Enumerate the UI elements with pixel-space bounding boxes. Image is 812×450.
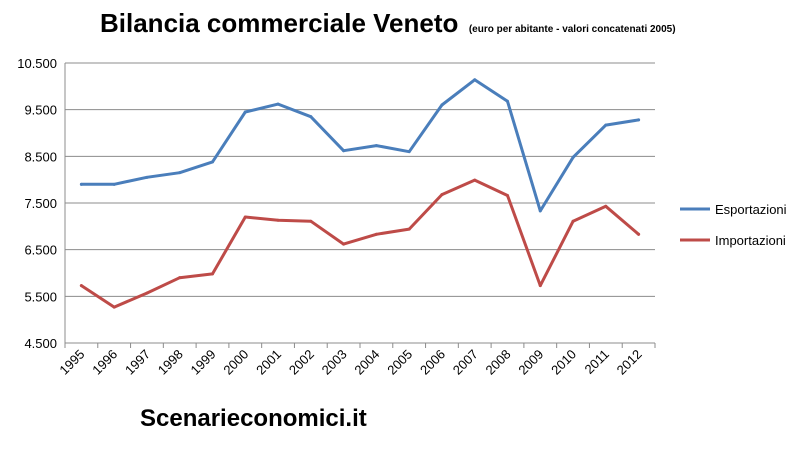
legend-label: Importazioni	[715, 233, 786, 248]
x-tick-label: 2004	[351, 347, 382, 378]
data-point	[440, 193, 444, 197]
title-block: Bilancia commerciale Veneto (euro per ab…	[100, 8, 676, 39]
data-point	[473, 78, 477, 82]
data-point	[374, 144, 378, 148]
y-tick-label: 6.500	[24, 243, 57, 258]
x-tick-label: 2005	[384, 347, 415, 378]
data-point	[637, 118, 641, 122]
data-point	[112, 305, 116, 309]
x-tick-label: 2009	[515, 347, 546, 378]
x-tick-label: 2010	[548, 347, 579, 378]
data-point	[407, 227, 411, 231]
series-line-importazioni	[79, 178, 641, 309]
data-point	[604, 204, 608, 208]
y-tick-label: 5.500	[24, 289, 57, 304]
data-point	[637, 232, 641, 236]
y-tick-labels: 4.500 5.500 6.500 7.500 8.500 9.500 10.500	[17, 56, 57, 351]
chart-subtitle: (euro per abitante - valori concatenati …	[468, 24, 676, 35]
data-point	[243, 110, 247, 114]
data-point	[309, 115, 313, 119]
data-point	[407, 150, 411, 154]
legend-label: Esportazioni	[715, 202, 787, 217]
data-point	[145, 291, 149, 295]
gridlines	[65, 62, 655, 344]
x-tick-label: 2012	[614, 347, 645, 378]
chart-title: Bilancia commerciale Veneto	[100, 8, 459, 38]
data-series	[79, 78, 641, 309]
data-point	[276, 102, 280, 106]
data-point	[276, 218, 280, 222]
data-point	[79, 284, 83, 288]
data-point	[538, 209, 542, 213]
x-tick-label: 2011	[582, 347, 612, 377]
y-tick-label: 8.500	[24, 149, 57, 164]
data-point	[309, 219, 313, 223]
x-tick-label: 1997	[122, 347, 153, 378]
data-point	[243, 215, 247, 219]
x-tick-label: 2008	[483, 347, 514, 378]
data-point	[178, 276, 182, 280]
y-tick-label: 7.500	[24, 196, 57, 211]
data-point	[571, 155, 575, 159]
data-point	[473, 178, 477, 182]
data-point	[374, 232, 378, 236]
data-point	[571, 219, 575, 223]
x-tick-label: 2003	[319, 347, 350, 378]
x-tick-label: 2007	[450, 347, 481, 378]
series-line-esportazioni	[79, 78, 641, 213]
data-point	[538, 284, 542, 288]
x-tick-label: 2001	[253, 347, 284, 378]
y-tick-label: 9.500	[24, 103, 57, 118]
x-tick-label: 2000	[220, 347, 251, 378]
data-point	[506, 99, 509, 103]
data-point	[342, 242, 346, 246]
x-tick-label: 1996	[89, 347, 120, 378]
data-point	[79, 182, 83, 186]
site-brand: Scenarieconomici.it	[140, 405, 367, 432]
data-point	[342, 149, 346, 153]
y-tick-label: 4.500	[24, 336, 57, 351]
x-tick-label: 1998	[155, 347, 186, 378]
x-tick-label: 2002	[286, 347, 317, 378]
y-tick-label: 10.500	[17, 56, 57, 71]
x-tick-label: 1999	[188, 347, 219, 378]
data-point	[178, 171, 182, 175]
legend: Esportazioni Importazioni	[680, 202, 787, 248]
x-tick-label: 1995	[56, 347, 87, 378]
data-point	[506, 194, 509, 198]
axes	[64, 63, 656, 348]
x-tick-labels: 1995 1996 1997 1998 1999 2000 2001 2002 2003 2004…	[56, 347, 644, 378]
data-point	[211, 160, 214, 164]
x-tick-label: 2006	[417, 347, 448, 378]
data-point	[440, 103, 444, 107]
data-point	[604, 123, 608, 127]
data-point	[211, 272, 214, 276]
data-point	[145, 175, 149, 179]
data-point	[112, 182, 116, 186]
